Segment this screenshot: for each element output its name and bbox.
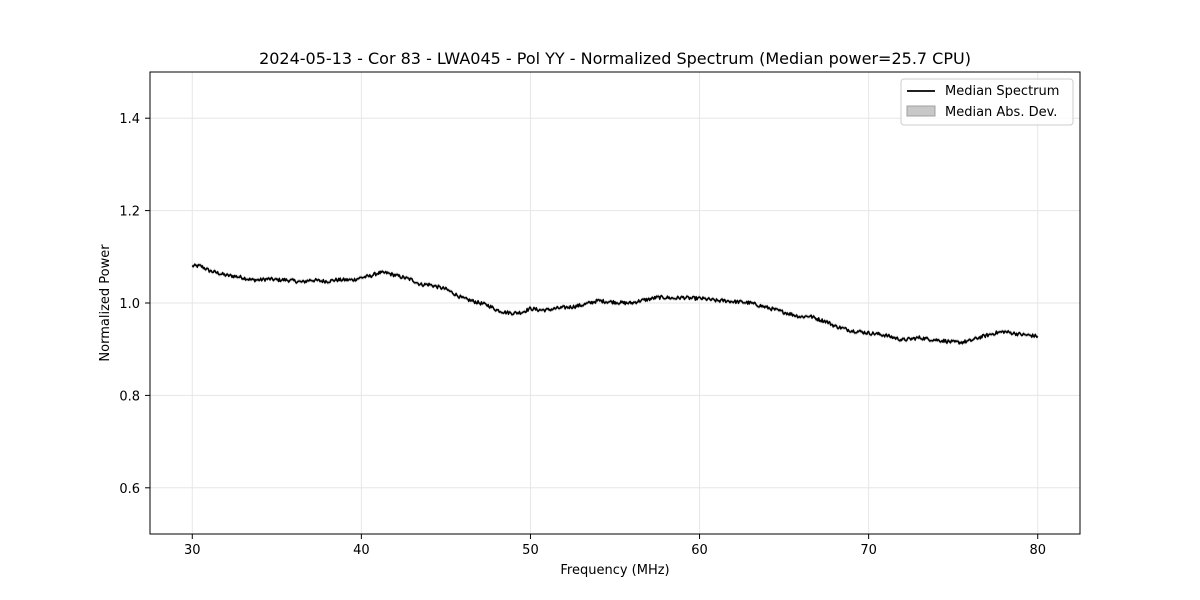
y-tick-label: 0.6 (119, 482, 140, 497)
legend: Median Spectrum Median Abs. Dev. (900, 78, 1074, 126)
y-axis-ticks: 0.6 0.8 1.0 1.2 1.4 (119, 112, 150, 497)
legend-label-median-spectrum: Median Spectrum (945, 84, 1059, 99)
y-tick-label: 1.2 (119, 205, 140, 220)
x-axis-label: Frequency (MHz) (560, 563, 669, 578)
y-tick-label: 1.0 (119, 297, 140, 312)
legend-box (900, 78, 1074, 126)
x-tick-label: 30 (184, 543, 201, 558)
y-tick-label: 0.8 (119, 389, 140, 404)
x-tick-label: 50 (522, 543, 539, 558)
series-layer (191, 263, 1039, 345)
x-tick-label: 70 (860, 543, 877, 558)
x-tick-label: 80 (1029, 543, 1046, 558)
x-tick-label: 60 (691, 543, 708, 558)
mad-band-layer (192, 262, 1038, 346)
chart-title: 2024-05-13 - Cor 83 - LWA045 - Pol YY - … (259, 49, 971, 68)
median-spectrum-line (191, 263, 1039, 345)
legend-band-swatch (906, 105, 936, 117)
legend-label-median-abs-dev: Median Abs. Dev. (945, 105, 1057, 120)
x-tick-label: 40 (353, 543, 370, 558)
x-axis-ticks: 30 40 50 60 70 80 (184, 534, 1046, 558)
y-axis-label: Normalized Power (98, 244, 113, 362)
median-abs-dev-band (192, 262, 1038, 346)
y-tick-label: 1.4 (119, 112, 140, 127)
